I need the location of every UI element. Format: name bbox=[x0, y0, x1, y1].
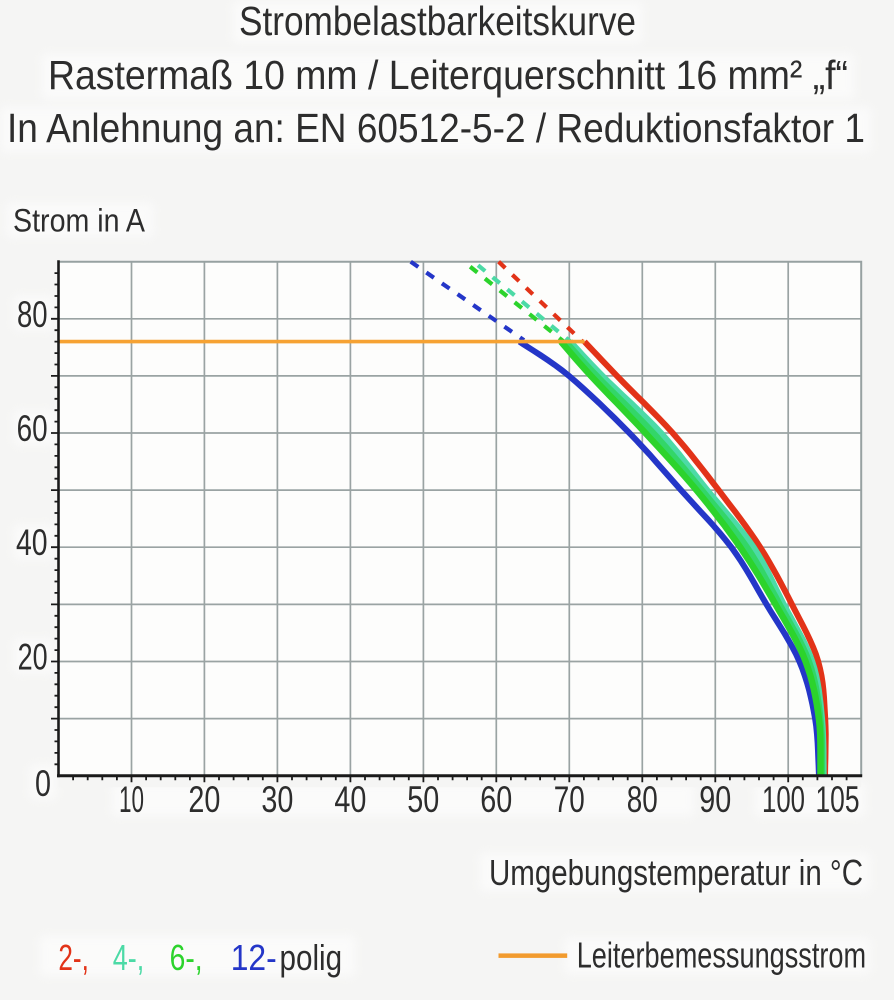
svg-text:80: 80 bbox=[627, 779, 658, 820]
svg-text:30: 30 bbox=[261, 779, 293, 820]
svg-text:polig: polig bbox=[280, 937, 343, 978]
svg-text:2-,: 2-, bbox=[58, 937, 89, 978]
svg-text:12-: 12- bbox=[231, 937, 277, 978]
svg-text:Strom in A: Strom in A bbox=[13, 203, 146, 239]
svg-text:105: 105 bbox=[816, 779, 860, 820]
svg-text:Rastermaß 10 mm / Leiterquersc: Rastermaß 10 mm / Leiterquerschnitt 16 m… bbox=[48, 52, 848, 98]
svg-text:40: 40 bbox=[334, 779, 366, 820]
svg-text:Umgebungstemperatur in °C: Umgebungstemperatur in °C bbox=[489, 852, 863, 893]
svg-text:In Anlehnung an: EN 60512-5-2: In Anlehnung an: EN 60512-5-2 / Reduktio… bbox=[7, 105, 865, 151]
svg-text:50: 50 bbox=[407, 779, 439, 820]
svg-text:Strombelastbarkeitskurve: Strombelastbarkeitskurve bbox=[239, 0, 636, 44]
svg-text:Leiterbemessungsstrom: Leiterbemessungsstrom bbox=[577, 934, 866, 975]
svg-text:60: 60 bbox=[17, 408, 48, 449]
svg-text:80: 80 bbox=[17, 294, 48, 335]
svg-text:40: 40 bbox=[16, 522, 48, 563]
svg-text:4-,: 4-, bbox=[113, 937, 145, 978]
svg-text:90: 90 bbox=[699, 779, 731, 820]
svg-text:6-,: 6-, bbox=[170, 937, 203, 978]
svg-text:100: 100 bbox=[762, 779, 805, 820]
svg-text:20: 20 bbox=[188, 779, 220, 820]
svg-text:10: 10 bbox=[119, 779, 144, 820]
svg-text:0: 0 bbox=[35, 763, 51, 804]
svg-text:70: 70 bbox=[554, 779, 585, 820]
svg-text:60: 60 bbox=[480, 779, 512, 820]
svg-text:20: 20 bbox=[18, 636, 48, 677]
